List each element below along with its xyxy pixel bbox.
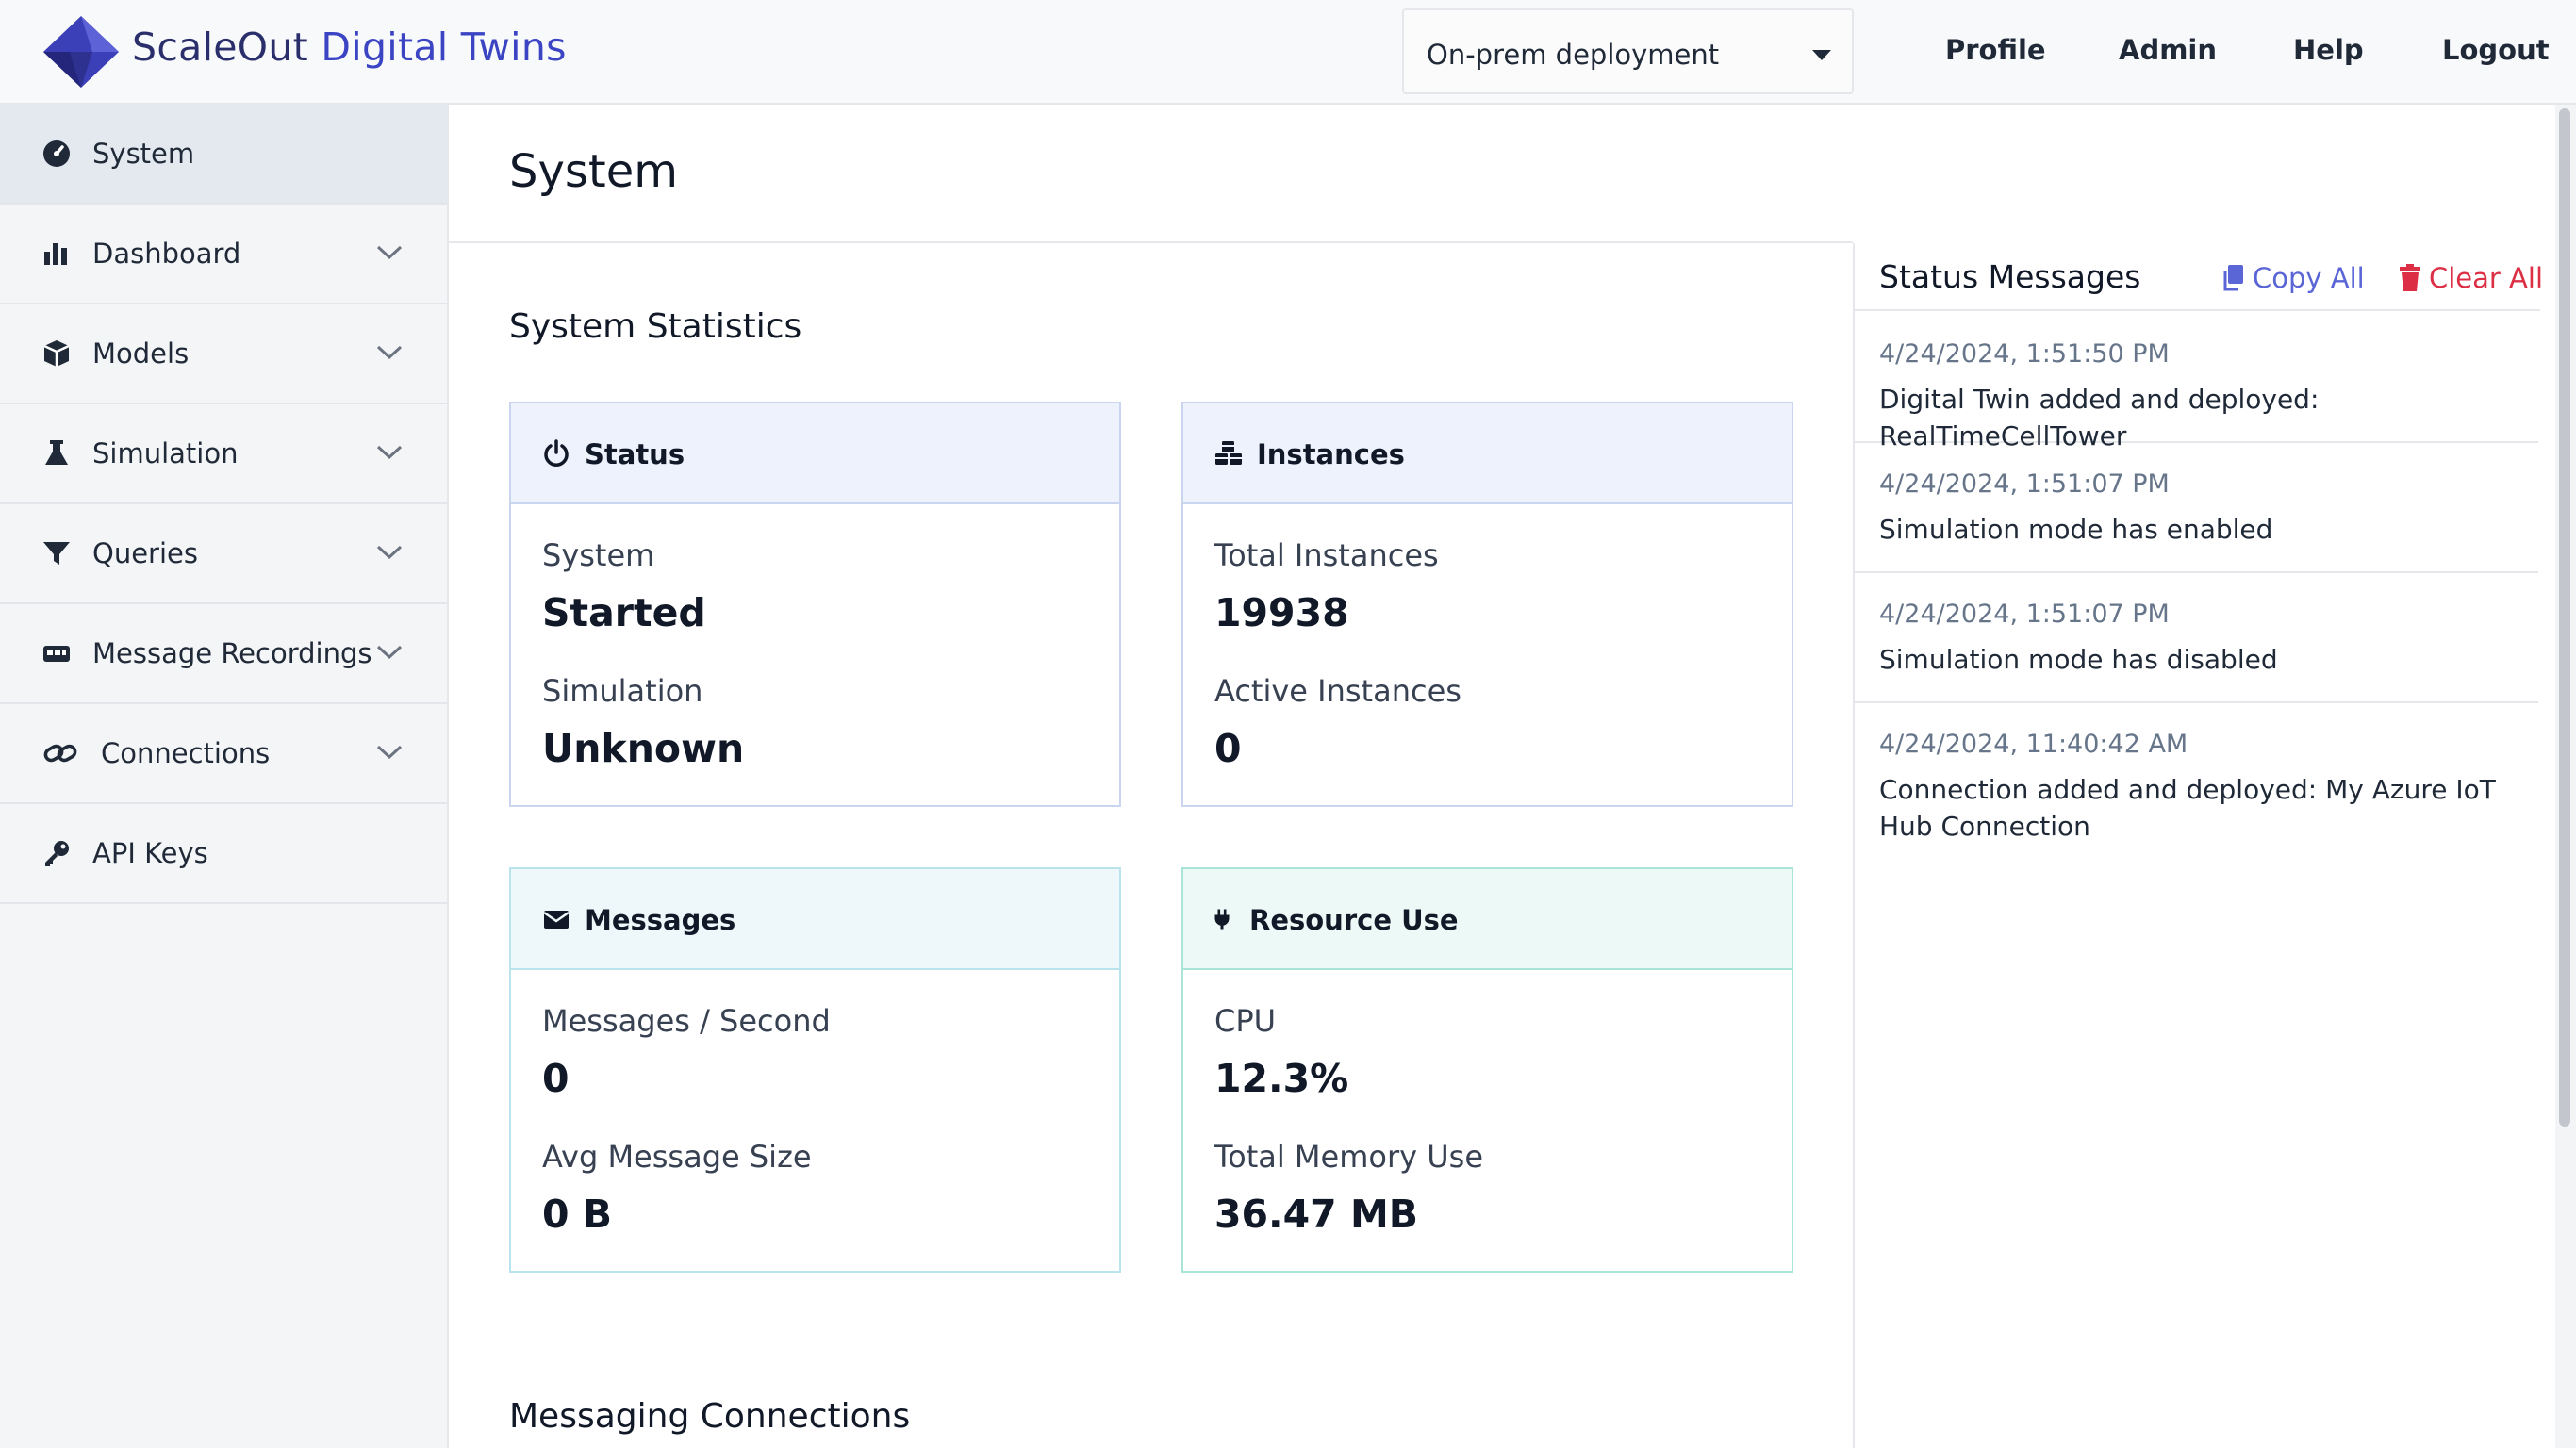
system-label: System <box>542 537 655 573</box>
simulation-label: Simulation <box>542 673 703 709</box>
sidebar-item-system[interactable]: System <box>0 105 447 205</box>
status-message-time: 4/24/2024, 1:51:07 PM <box>1879 600 2170 629</box>
status-message-item: 4/24/2024, 1:51:07 PM Simulation mode ha… <box>1855 443 2538 573</box>
instances-card: Instances Total Instances 19938 Active I… <box>1181 402 1793 807</box>
chevron-down-icon[interactable] <box>375 442 404 461</box>
sidebar-item-api-keys[interactable]: API Keys <box>0 804 447 904</box>
key-icon <box>45 841 69 866</box>
gauge-icon <box>43 140 70 167</box>
status-message-text: Simulation mode has enabled <box>1879 514 2273 545</box>
sidebar-item-label: Models <box>92 337 190 370</box>
status-message-text: Digital Twin added and deployed: RealTim… <box>1879 384 2320 452</box>
avg-message-size-value: 0 B <box>542 1192 613 1237</box>
bar-chart-icon <box>44 243 67 265</box>
status-message-text: Connection added and deployed: My Azure … <box>1879 774 2496 842</box>
sidebar-item-simulation[interactable]: Simulation <box>0 404 447 504</box>
sidebar-item-queries[interactable]: Queries <box>0 504 447 604</box>
sidebar-item-label: API Keys <box>92 837 208 869</box>
resource-use-card: Resource Use CPU 12.3% Total Memory Use … <box>1181 867 1793 1273</box>
title-divider <box>449 241 1853 243</box>
cpu-value: 12.3% <box>1214 1056 1349 1101</box>
deployment-select-value: On-prem deployment <box>1427 39 1720 71</box>
status-message-text: Simulation mode has disabled <box>1879 644 2278 675</box>
brand-title[interactable]: ScaleOut Digital Twins <box>132 25 567 70</box>
status-message-time: 4/24/2024, 1:51:50 PM <box>1879 339 2170 369</box>
status-message-item: 4/24/2024, 11:40:42 AM Connection added … <box>1855 703 2538 864</box>
status-message-time: 4/24/2024, 11:40:42 AM <box>1879 730 2188 759</box>
nav-profile-link[interactable]: Profile <box>1945 34 2046 66</box>
trash-icon[interactable] <box>2399 264 2421 292</box>
total-memory-label: Total Memory Use <box>1214 1139 1483 1175</box>
sidebar-item-models[interactable]: Models <box>0 304 447 404</box>
resource-use-card-header: Resource Use <box>1183 869 1792 970</box>
status-message-time: 4/24/2024, 1:51:07 PM <box>1879 469 2170 499</box>
messages-per-second-label: Messages / Second <box>542 1003 831 1039</box>
filter-icon <box>43 542 70 565</box>
simulation-status-value: Unknown <box>542 726 745 771</box>
cubes-icon <box>1215 441 1242 465</box>
caret-down-icon <box>1812 50 1831 60</box>
clear-all-button[interactable]: Clear All <box>2429 262 2544 294</box>
active-instances-value: 0 <box>1214 726 1242 771</box>
scrollbar-thumb[interactable] <box>2559 108 2570 1127</box>
status-messages-header: Status Messages <box>1855 243 2540 311</box>
status-messages-panel: Status Messages <box>1853 243 2540 1448</box>
chevron-down-icon[interactable] <box>375 342 404 361</box>
flask-icon <box>45 440 68 465</box>
sidebar-item-label: Connections <box>101 737 271 769</box>
sidebar-item-label: Queries <box>92 537 198 569</box>
status-message-item: 4/24/2024, 1:51:07 PM Simulation mode ha… <box>1855 573 2538 703</box>
sidebar-item-label: Dashboard <box>92 238 241 270</box>
avg-message-size-label: Avg Message Size <box>542 1139 812 1175</box>
page-title: System <box>509 145 678 198</box>
messages-per-second-value: 0 <box>542 1056 570 1101</box>
deployment-select[interactable]: On-prem deployment <box>1402 8 1854 94</box>
instances-card-title: Instances <box>1257 438 1405 470</box>
cube-icon <box>43 340 70 367</box>
link-icon <box>43 744 77 763</box>
messages-card-header: Messages <box>511 869 1119 970</box>
section-title-messaging-connections: Messaging Connections <box>509 1397 911 1436</box>
instances-card-header: Instances <box>1183 403 1792 504</box>
status-messages-title: Status Messages <box>1879 258 2141 295</box>
top-header: ScaleOut Digital Twins On-prem deploymen… <box>0 0 2576 105</box>
status-card-header: Status <box>511 403 1119 504</box>
nav-admin-link[interactable]: Admin <box>2119 34 2218 66</box>
status-card-title: Status <box>585 438 685 470</box>
plug-icon <box>1214 909 1230 930</box>
total-instances-value: 19938 <box>1214 590 1349 635</box>
total-instances-label: Total Instances <box>1214 537 1439 573</box>
system-status-value: Started <box>542 590 706 635</box>
sidebar-item-connections[interactable]: Connections <box>0 704 447 804</box>
status-card: Status System Started Simulation Unknown <box>509 402 1121 807</box>
power-icon <box>544 439 569 467</box>
sidebar-item-label: Simulation <box>92 437 239 469</box>
nav-logout-link[interactable]: Logout <box>2442 34 2550 66</box>
recording-icon <box>43 646 70 662</box>
active-instances-label: Active Instances <box>1214 673 1461 709</box>
scaleout-logo-icon[interactable] <box>43 16 119 88</box>
envelope-icon <box>543 911 570 929</box>
chevron-down-icon[interactable] <box>375 242 404 261</box>
brand-product: Digital Twins <box>321 25 567 70</box>
messages-card: Messages Messages / Second 0 Avg Message… <box>509 867 1121 1273</box>
copy-all-button[interactable]: Copy All <box>2253 262 2365 294</box>
sidebar-item-message-recordings[interactable]: Message Recordings <box>0 604 447 704</box>
chevron-down-icon[interactable] <box>375 742 404 761</box>
chevron-down-icon[interactable] <box>375 642 404 661</box>
total-memory-value: 36.47 MB <box>1214 1192 1419 1237</box>
sidebar-item-label: Message Recordings <box>92 637 372 669</box>
sidebar-item-label: System <box>92 138 195 170</box>
chevron-down-icon[interactable] <box>375 542 404 561</box>
sidebar-item-dashboard[interactable]: Dashboard <box>0 205 447 304</box>
resource-use-card-title: Resource Use <box>1249 904 1459 936</box>
sidebar: System Dashboard Models Simulation <box>0 105 449 1448</box>
copy-icon[interactable] <box>2221 264 2245 292</box>
status-message-item: 4/24/2024, 1:51:50 PM Digital Twin added… <box>1855 313 2538 452</box>
cpu-label: CPU <box>1214 1003 1277 1039</box>
section-title-system-statistics: System Statistics <box>509 307 802 346</box>
brand-name: ScaleOut <box>132 25 309 70</box>
nav-help-link[interactable]: Help <box>2293 34 2364 66</box>
messages-card-title: Messages <box>585 904 736 936</box>
